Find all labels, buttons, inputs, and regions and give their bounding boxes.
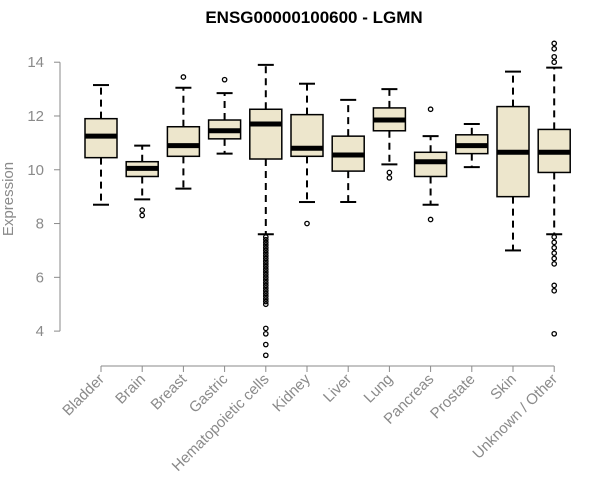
y-tick-label: 10 xyxy=(27,162,44,179)
outlier-point xyxy=(551,287,558,294)
outlier-point xyxy=(551,250,558,256)
outlier-point xyxy=(262,258,269,265)
box-group xyxy=(496,70,530,252)
y-tick-label: 8 xyxy=(36,216,44,233)
outlier-point xyxy=(262,287,269,294)
outlier-point xyxy=(262,301,269,308)
outlier-point xyxy=(262,325,269,332)
outlier-point xyxy=(551,244,558,251)
outlier-point xyxy=(262,282,269,289)
box-group xyxy=(372,88,407,181)
box-group xyxy=(290,82,324,227)
outlier-point xyxy=(221,76,228,83)
outlier-point xyxy=(304,220,310,227)
box-group xyxy=(84,84,118,206)
y-axis-label: Expression xyxy=(0,162,17,236)
box-group xyxy=(455,123,489,169)
outlier-point xyxy=(262,250,269,256)
box-group xyxy=(413,106,448,223)
outlier-point xyxy=(386,174,393,181)
outlier-point xyxy=(262,261,269,267)
outlier-point xyxy=(139,212,146,219)
outlier-point xyxy=(262,244,269,251)
outlier-point xyxy=(551,330,558,337)
outlier-point xyxy=(262,352,269,359)
box-group xyxy=(249,63,283,359)
outlier-point xyxy=(551,59,558,66)
outlier-point xyxy=(262,341,269,348)
outlier-point xyxy=(262,277,269,283)
box-iqr xyxy=(166,125,201,158)
outlier-point xyxy=(551,282,558,289)
box-group xyxy=(207,76,242,155)
outlier-point xyxy=(551,40,558,47)
outlier-point xyxy=(262,255,269,262)
x-tick-label: Skin xyxy=(487,371,520,404)
box-iqr xyxy=(249,108,283,160)
box-series xyxy=(84,40,571,359)
outlier-point xyxy=(551,239,558,246)
x-tick-label: Bladder xyxy=(59,371,108,420)
outlier-point xyxy=(262,298,269,305)
x-tick-label: Breast xyxy=(148,370,191,413)
box-group xyxy=(537,40,571,337)
outlier-point xyxy=(262,295,269,302)
outlier-point xyxy=(262,236,269,243)
outlier-point xyxy=(262,330,269,337)
x-tick-label: Liver xyxy=(320,371,355,406)
outlier-point xyxy=(262,271,269,278)
y-tick-label: 14 xyxy=(27,54,44,71)
outlier-point xyxy=(262,252,269,259)
outlier-point xyxy=(139,207,146,213)
outlier-point xyxy=(551,234,558,240)
y-tick-label: 6 xyxy=(36,269,44,286)
outlier-point xyxy=(262,247,269,254)
outlier-point xyxy=(262,266,269,273)
outlier-point xyxy=(551,255,558,262)
outlier-point xyxy=(262,234,269,240)
y-axis: 4 6 8 10 12 14 xyxy=(27,54,61,340)
outlier-point xyxy=(551,261,558,267)
x-tick-label: Brain xyxy=(112,371,149,408)
outlier-point xyxy=(262,285,269,291)
outlier-point xyxy=(262,239,269,246)
outlier-point xyxy=(262,279,269,286)
outlier-point xyxy=(386,169,393,176)
y-tick-label: 4 xyxy=(36,323,44,340)
x-tick-label: Lung xyxy=(361,371,397,407)
outlier-point xyxy=(262,293,269,300)
box-iqr xyxy=(413,151,448,178)
outlier-point xyxy=(551,53,558,60)
outlier-point xyxy=(262,242,269,248)
outlier-point xyxy=(180,74,187,80)
outlier-point xyxy=(262,263,269,270)
outlier-point xyxy=(427,106,434,113)
chart-title: ENSG00000100600 - LGMN xyxy=(205,8,422,27)
outlier-point xyxy=(551,45,558,52)
outlier-point xyxy=(262,274,269,281)
box-group xyxy=(166,74,201,190)
outlier-point xyxy=(262,290,269,297)
outlier-point xyxy=(262,269,269,275)
box-group xyxy=(125,144,159,219)
x-tick-label: Kidney xyxy=(269,370,314,415)
box-group xyxy=(331,98,365,204)
y-tick-label: 12 xyxy=(27,108,44,125)
x-tick-label: Prostate xyxy=(427,371,479,423)
outlier-point xyxy=(427,216,434,223)
